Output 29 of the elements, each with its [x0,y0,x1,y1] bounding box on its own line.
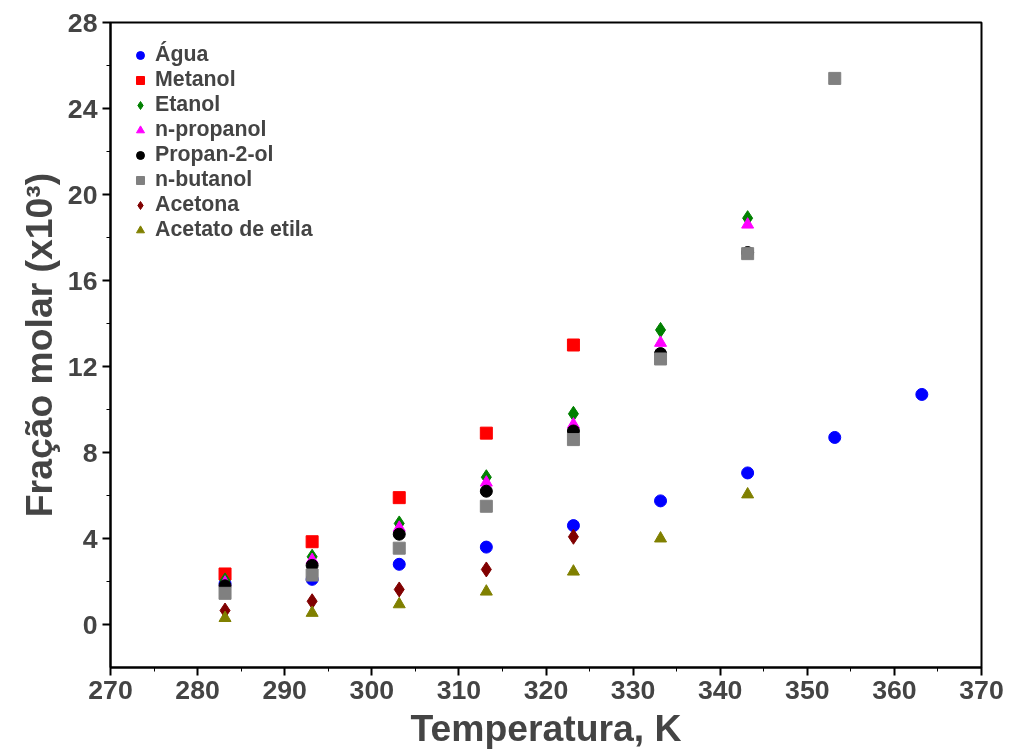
legend-label: Etanol [155,92,221,117]
legend-label: Acetona [155,192,240,217]
x-tick-label: 280 [175,674,220,705]
y-axis-title: Fração molar (x10³) [17,172,60,518]
x-tick-label: 290 [262,674,307,705]
legend-label: Propan-2-ol [155,142,274,167]
y-tick-label: 8 [82,437,98,468]
legend-label: Água [155,42,209,67]
y-tick-label: 0 [82,609,98,640]
x-tick-label: 300 [349,674,395,705]
x-tick-label: 370 [959,674,1004,705]
x-tick-label: 270 [88,674,133,705]
y-tick-label: 28 [67,7,98,38]
legend-label: n-propanol [155,117,267,142]
legend-label: n-butanol [155,167,253,192]
x-tick-label: 340 [697,674,743,705]
x-tick-label: 360 [872,674,917,705]
y-tick-label: 4 [82,523,98,554]
x-tick-label: 350 [785,674,830,705]
x-tick-label: 330 [610,674,656,705]
y-tick-label: 20 [67,179,98,210]
y-tick-label: 24 [67,93,98,124]
y-tick-label: 16 [67,265,98,296]
legend-label: Acetato de etila [155,217,313,242]
x-axis-title: Temperatura, K [410,706,682,749]
x-tick-label: 310 [436,674,482,705]
y-tick-label: 12 [67,351,98,382]
legend-label: Metanol [155,67,236,92]
x-tick-label: 320 [523,674,569,705]
